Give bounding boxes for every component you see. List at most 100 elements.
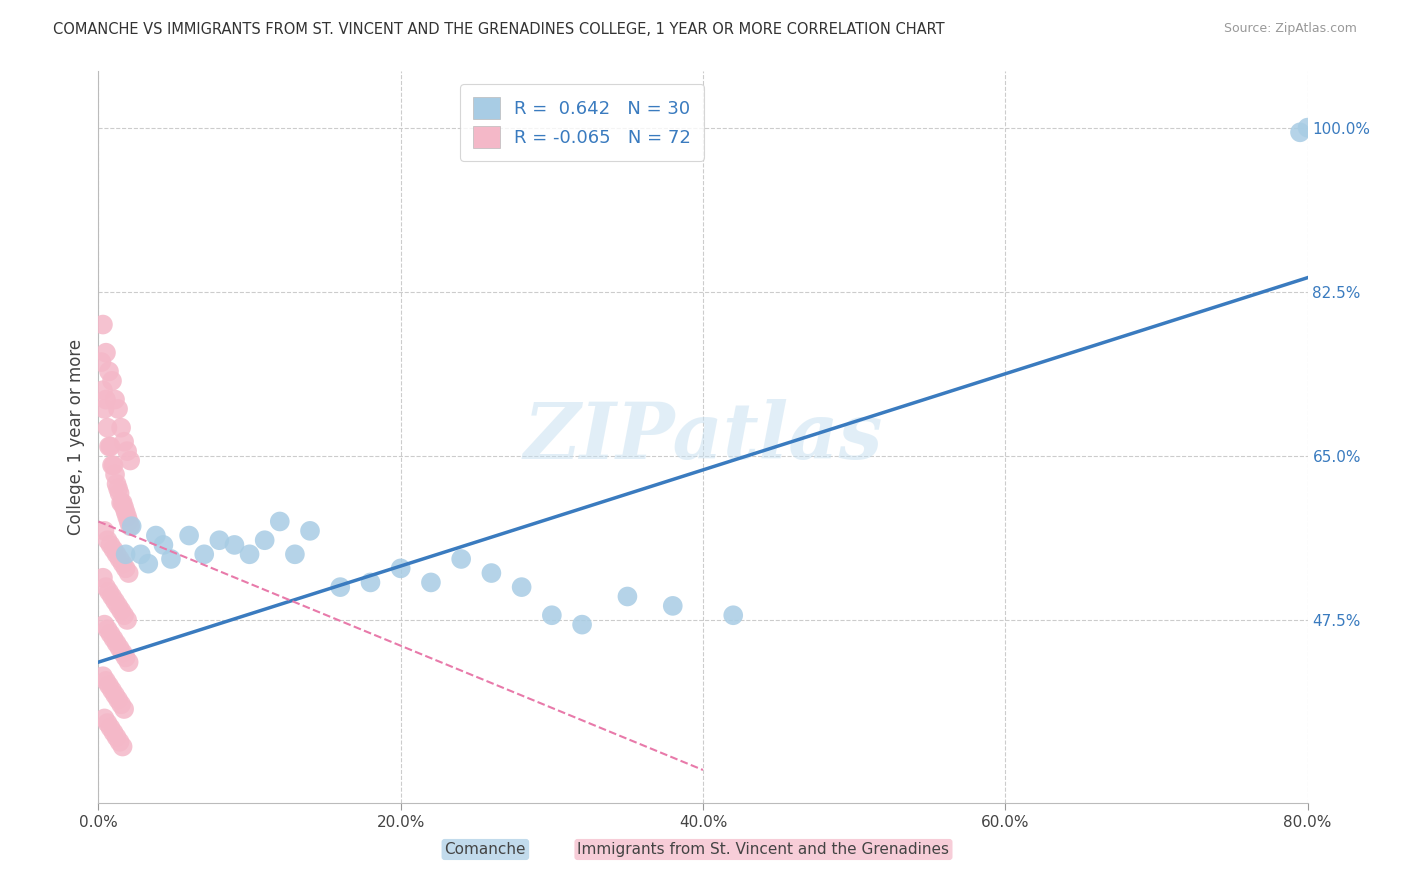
Point bbox=[98, 679, 121, 693]
Text: Immigrants from St. Vincent and the Grenadines: Immigrants from St. Vincent and the Gren… bbox=[578, 842, 949, 857]
Point bbox=[481, 566, 503, 580]
Text: ZIPatlas: ZIPatlas bbox=[523, 399, 883, 475]
Point bbox=[100, 440, 122, 454]
Point bbox=[93, 617, 115, 632]
Point bbox=[105, 730, 128, 744]
Point bbox=[299, 524, 322, 538]
Point bbox=[571, 617, 593, 632]
Point bbox=[110, 698, 132, 712]
Text: Source: ZipAtlas.com: Source: ZipAtlas.com bbox=[1223, 22, 1357, 36]
Point bbox=[94, 392, 117, 407]
Point bbox=[96, 420, 118, 434]
Point bbox=[103, 458, 125, 473]
Point bbox=[96, 623, 118, 637]
Point bbox=[100, 627, 122, 641]
Legend: R =  0.642   N = 30, R = -0.065   N = 72: R = 0.642 N = 30, R = -0.065 N = 72 bbox=[460, 84, 704, 161]
Point bbox=[723, 608, 745, 623]
Point bbox=[101, 458, 124, 473]
Point bbox=[104, 467, 127, 482]
Point bbox=[114, 547, 136, 561]
Point bbox=[103, 542, 125, 557]
Point bbox=[107, 599, 129, 613]
Point bbox=[111, 496, 134, 510]
Point bbox=[104, 688, 127, 702]
Point bbox=[93, 524, 115, 538]
Point bbox=[103, 632, 125, 646]
Point bbox=[91, 669, 114, 683]
Point bbox=[108, 552, 131, 566]
Point bbox=[94, 580, 117, 594]
Point bbox=[329, 580, 352, 594]
Point bbox=[91, 571, 114, 585]
Point bbox=[112, 608, 135, 623]
Y-axis label: College, 1 year or more: College, 1 year or more bbox=[66, 339, 84, 535]
Point bbox=[104, 392, 127, 407]
Point bbox=[101, 374, 124, 388]
Point bbox=[120, 519, 142, 533]
Point bbox=[110, 420, 132, 434]
Point bbox=[239, 547, 262, 561]
Point bbox=[111, 646, 134, 660]
Point bbox=[93, 711, 115, 725]
Point bbox=[107, 401, 129, 416]
Point bbox=[93, 401, 115, 416]
Point bbox=[129, 547, 152, 561]
Point bbox=[269, 515, 291, 529]
Point bbox=[105, 547, 128, 561]
Point bbox=[360, 575, 382, 590]
Point bbox=[224, 538, 246, 552]
Point bbox=[208, 533, 231, 548]
Point bbox=[420, 575, 443, 590]
Point bbox=[101, 683, 124, 698]
Point bbox=[91, 383, 114, 397]
Point bbox=[115, 444, 138, 458]
Point bbox=[136, 557, 159, 571]
Point bbox=[112, 434, 135, 449]
Point bbox=[105, 636, 128, 650]
Point bbox=[389, 561, 412, 575]
Point bbox=[96, 716, 118, 731]
Point bbox=[160, 552, 183, 566]
Point bbox=[284, 547, 307, 561]
Point bbox=[94, 345, 117, 359]
Point bbox=[115, 509, 138, 524]
Point bbox=[115, 613, 138, 627]
Point bbox=[105, 477, 128, 491]
Point bbox=[145, 528, 167, 542]
Point bbox=[101, 590, 124, 604]
Point bbox=[98, 440, 121, 454]
Text: Comanche: Comanche bbox=[444, 842, 526, 857]
Point bbox=[108, 486, 131, 500]
Point bbox=[111, 557, 134, 571]
Point bbox=[1289, 125, 1312, 139]
Point bbox=[110, 603, 132, 617]
Point bbox=[110, 496, 132, 510]
Point bbox=[98, 584, 121, 599]
Point bbox=[118, 655, 141, 669]
Point bbox=[107, 692, 129, 706]
Point bbox=[108, 735, 131, 749]
Point bbox=[114, 505, 136, 519]
Point bbox=[91, 318, 114, 332]
Point bbox=[100, 538, 122, 552]
Point bbox=[179, 528, 201, 542]
Point bbox=[94, 673, 117, 688]
Point bbox=[510, 580, 533, 594]
Point bbox=[104, 594, 127, 608]
Point bbox=[103, 725, 125, 739]
Point bbox=[121, 519, 143, 533]
Point bbox=[107, 482, 129, 496]
Point bbox=[112, 702, 135, 716]
Point bbox=[111, 739, 134, 754]
Point bbox=[253, 533, 276, 548]
Point bbox=[114, 561, 136, 575]
Point bbox=[98, 364, 121, 378]
Point bbox=[193, 547, 215, 561]
Point bbox=[96, 533, 118, 548]
Point bbox=[661, 599, 683, 613]
Point bbox=[152, 538, 174, 552]
Point bbox=[114, 650, 136, 665]
Point bbox=[100, 721, 122, 735]
Point bbox=[616, 590, 638, 604]
Point bbox=[120, 453, 142, 467]
